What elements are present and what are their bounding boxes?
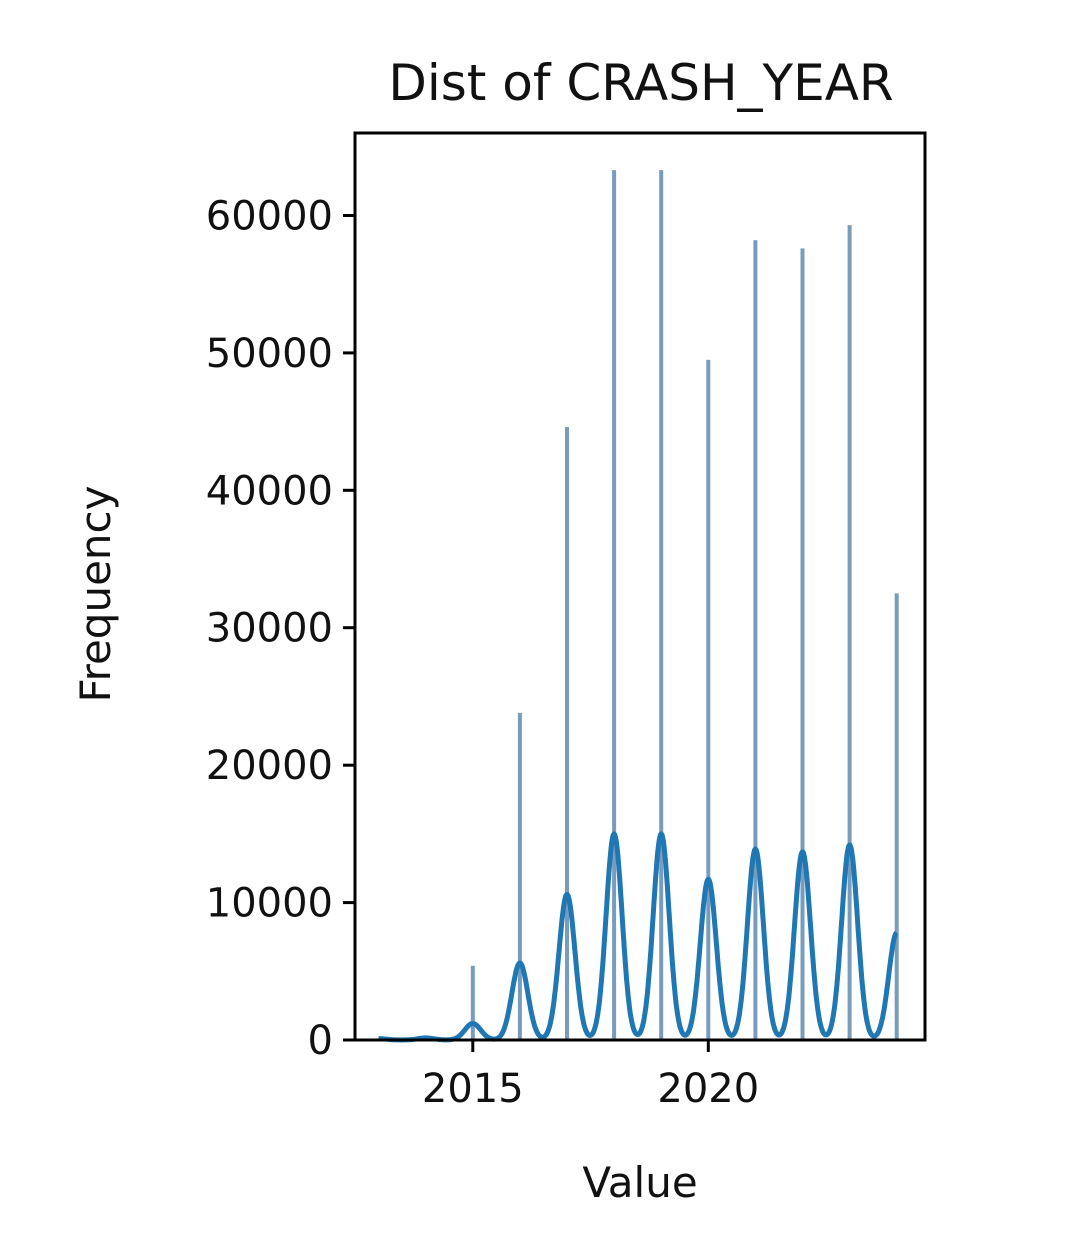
plot-frame <box>355 133 925 1040</box>
y-axis-label: Frequency <box>71 486 120 703</box>
kde-curve-layer <box>379 834 897 1040</box>
histogram-bar <box>753 240 757 1040</box>
histogram-bar <box>518 713 522 1040</box>
y-tick-label: 40000 <box>206 468 333 514</box>
y-tick-label: 50000 <box>206 331 333 377</box>
y-tick-label: 0 <box>308 1018 333 1064</box>
chart-title: Dist of CRASH_YEAR <box>388 54 893 112</box>
y-tick-label: 30000 <box>206 606 333 652</box>
x-axis-ticks: 2015 2020 <box>422 1040 759 1112</box>
y-tick-label: 60000 <box>206 194 333 240</box>
y-tick-label: 10000 <box>206 881 333 927</box>
histogram-bar <box>612 170 616 1040</box>
histogram-bar <box>848 225 852 1040</box>
x-axis-label: Value <box>582 1158 697 1207</box>
histogram-bar <box>565 427 569 1040</box>
histogram-bar <box>706 360 710 1040</box>
x-tick-label: 2020 <box>657 1066 759 1112</box>
y-tick-label: 20000 <box>206 743 333 789</box>
histogram-bar <box>659 170 663 1040</box>
histogram-bar <box>895 593 899 1040</box>
histogram-bar <box>801 248 805 1040</box>
kde-line <box>379 834 897 1040</box>
x-tick-label: 2015 <box>422 1066 524 1112</box>
y-axis-ticks: 0 10000 20000 30000 40000 50000 60000 <box>206 194 355 1065</box>
histogram-bars <box>377 170 899 1040</box>
histogram-bar <box>471 966 475 1040</box>
